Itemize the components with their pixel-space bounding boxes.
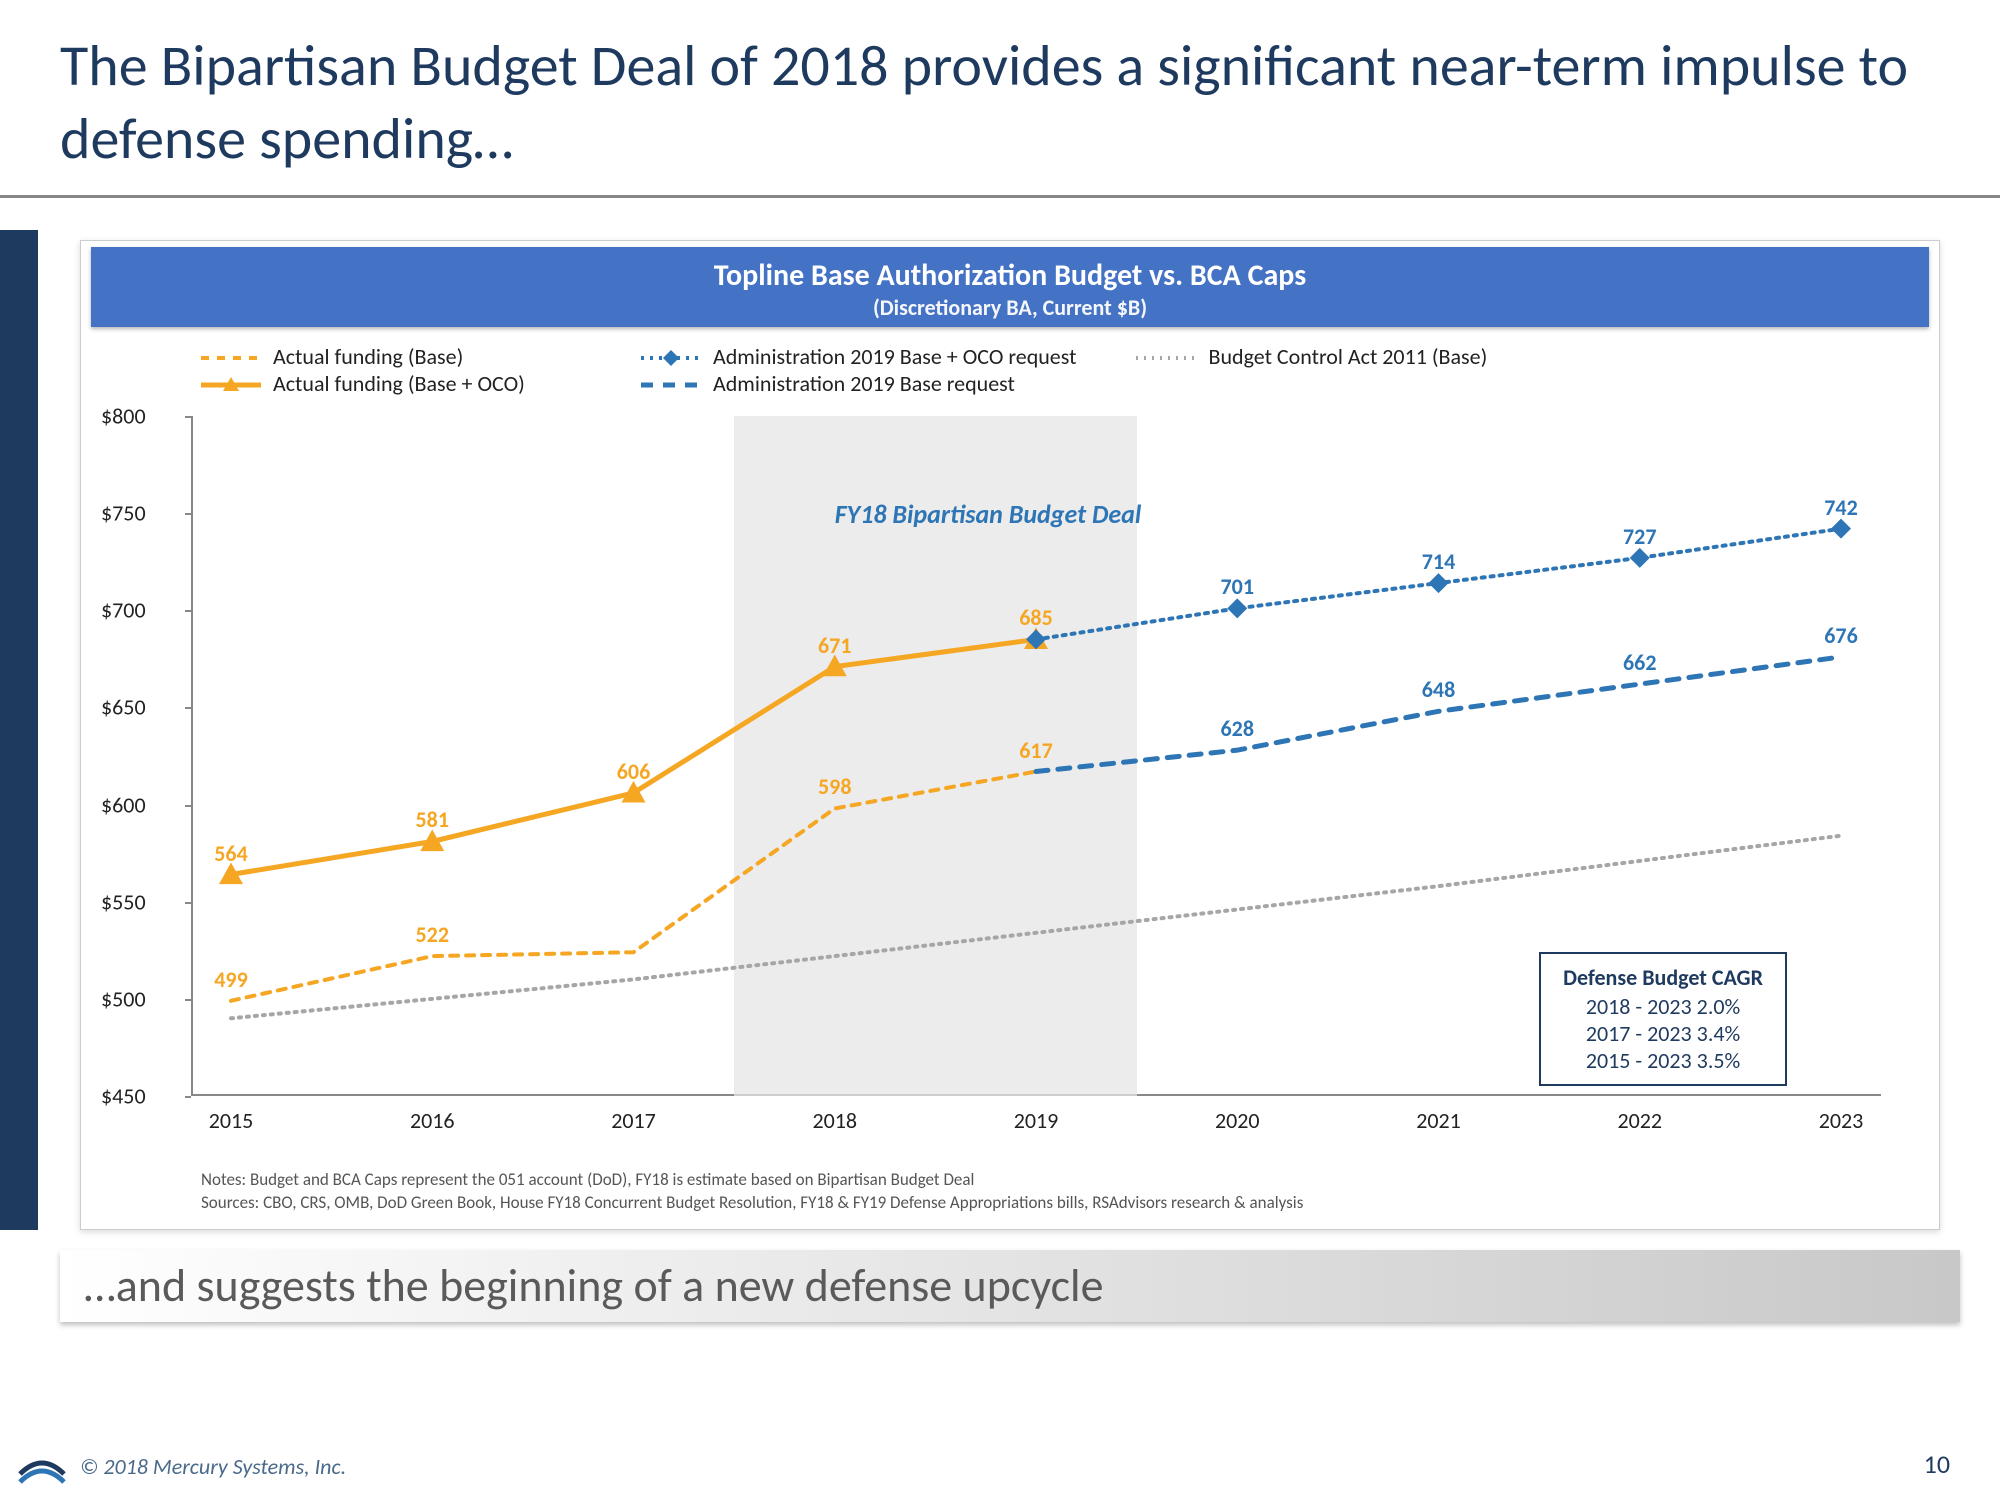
legend-swatch-icon bbox=[201, 347, 261, 367]
cagr-line: 2018 - 2023 2.0% bbox=[1563, 993, 1763, 1020]
y-tick bbox=[185, 707, 191, 709]
legend-swatch-icon bbox=[1136, 347, 1196, 367]
slide-title: The Bipartisan Budget Deal of 2018 provi… bbox=[0, 0, 2000, 195]
x-tick-label: 2023 bbox=[1819, 1107, 1864, 1134]
x-tick-label: 2019 bbox=[1014, 1107, 1059, 1134]
y-tick bbox=[185, 1096, 191, 1098]
x-tick-label: 2015 bbox=[209, 1107, 254, 1134]
y-tick bbox=[185, 805, 191, 807]
marker-admin_base_oco bbox=[1630, 548, 1650, 568]
y-tick-label: $800 bbox=[101, 403, 146, 430]
chart-legend: Actual funding (Base) Administration 2019… bbox=[81, 327, 1939, 397]
x-tick-label: 2016 bbox=[410, 1107, 455, 1134]
legend-label: Administration 2019 Base request bbox=[713, 370, 1015, 397]
chart-title-bar: Topline Base Authorization Budget vs. BC… bbox=[91, 247, 1929, 327]
y-tick-label: $650 bbox=[101, 694, 146, 721]
marker-admin_base_oco bbox=[1831, 519, 1851, 539]
data-label-actual_base: 598 bbox=[818, 773, 851, 800]
x-tick-label: 2020 bbox=[1215, 1107, 1260, 1134]
marker-admin_base_oco bbox=[1429, 573, 1449, 593]
x-tick-label: 2022 bbox=[1617, 1107, 1662, 1134]
data-label-admin_base_oco: 727 bbox=[1623, 523, 1656, 550]
y-tick bbox=[185, 416, 191, 418]
brand-logo-icon bbox=[18, 1444, 66, 1484]
footer-copyright: © 2018 Mercury Systems, Inc. bbox=[80, 1453, 346, 1480]
chart-container: Topline Base Authorization Budget vs. BC… bbox=[80, 240, 1940, 1230]
sidebar-strip bbox=[0, 230, 38, 1230]
data-label-actual_base_oco: 671 bbox=[818, 632, 851, 659]
chart-title-sub: (Discretionary BA, Current $B) bbox=[91, 294, 1929, 321]
series-line-admin_base bbox=[1036, 657, 1841, 772]
chart-notes: Notes: Budget and BCA Caps represent the… bbox=[201, 1169, 1303, 1215]
annotation-budget-deal: FY18 Bipartisan Budget Deal bbox=[835, 498, 1142, 530]
data-label-actual_base: 522 bbox=[416, 921, 449, 948]
chart-title-main: Topline Base Authorization Budget vs. BC… bbox=[91, 257, 1929, 294]
page-number: 10 bbox=[1924, 1448, 1950, 1480]
data-label-admin_base: 628 bbox=[1221, 715, 1254, 742]
y-tick-label: $450 bbox=[101, 1083, 146, 1110]
legend-item-admin_base: Administration 2019 Base request bbox=[641, 370, 1021, 397]
y-tick-label: $750 bbox=[101, 500, 146, 527]
cagr-line: 2015 - 2023 3.5% bbox=[1563, 1047, 1763, 1074]
data-label-actual_base: 617 bbox=[1019, 737, 1052, 764]
data-label-actual_base_oco: 606 bbox=[617, 758, 650, 785]
slide-subtitle-text: …and suggests the beginning of a new def… bbox=[84, 1258, 1103, 1314]
data-label-admin_base_oco: 701 bbox=[1221, 573, 1254, 600]
chart-notes-line1: Notes: Budget and BCA Caps represent the… bbox=[201, 1169, 1303, 1192]
legend-item-actual_base_oco: Actual funding (Base + OCO) bbox=[201, 370, 581, 397]
y-tick bbox=[185, 513, 191, 515]
y-tick-label: $500 bbox=[101, 985, 146, 1012]
legend-swatch-icon bbox=[641, 347, 701, 367]
data-label-admin_base_oco: 714 bbox=[1422, 548, 1455, 575]
y-tick bbox=[185, 902, 191, 904]
data-label-actual_base_oco: 564 bbox=[214, 840, 247, 867]
legend-item-bca_2011: Budget Control Act 2011 (Base) bbox=[1136, 343, 1516, 370]
chart-notes-line2: Sources: CBO, CRS, OMB, DoD Green Book, … bbox=[201, 1192, 1303, 1215]
marker-admin_base_oco bbox=[1227, 598, 1247, 618]
x-tick-label: 2017 bbox=[611, 1107, 656, 1134]
cagr-line: 2017 - 2023 3.4% bbox=[1563, 1020, 1763, 1047]
y-tick bbox=[185, 999, 191, 1001]
data-label-actual_base_oco: 581 bbox=[416, 806, 449, 833]
legend-item-actual_base: Actual funding (Base) bbox=[201, 343, 581, 370]
data-label-admin_base: 648 bbox=[1422, 676, 1455, 703]
data-label-admin_base: 676 bbox=[1824, 622, 1857, 649]
legend-label: Budget Control Act 2011 (Base) bbox=[1208, 343, 1487, 370]
legend-label: Actual funding (Base + OCO) bbox=[273, 370, 525, 397]
data-label-admin_base: 662 bbox=[1623, 649, 1656, 676]
y-tick-label: $700 bbox=[101, 597, 146, 624]
legend-item-admin_base_oco: Administration 2019 Base + OCO request bbox=[641, 343, 1076, 370]
cagr-box: Defense Budget CAGR2018 - 2023 2.0%2017 … bbox=[1539, 952, 1787, 1086]
data-label-actual_base_oco: 685 bbox=[1019, 604, 1052, 631]
legend-swatch-icon bbox=[201, 374, 261, 394]
x-tick-label: 2021 bbox=[1416, 1107, 1461, 1134]
legend-label: Administration 2019 Base + OCO request bbox=[713, 343, 1076, 370]
legend-swatch-icon bbox=[641, 374, 701, 394]
title-divider bbox=[0, 195, 2000, 198]
cagr-head: Defense Budget CAGR bbox=[1563, 964, 1763, 991]
legend-label: Actual funding (Base) bbox=[273, 343, 463, 370]
data-label-actual_base: 499 bbox=[214, 966, 247, 993]
y-tick-label: $550 bbox=[101, 888, 146, 915]
plot-area: $450$500$550$600$650$700$750$80020152016… bbox=[191, 416, 1881, 1096]
y-tick-label: $600 bbox=[101, 791, 146, 818]
y-tick bbox=[185, 610, 191, 612]
series-line-actual_base bbox=[231, 772, 1036, 1001]
x-tick-label: 2018 bbox=[812, 1107, 857, 1134]
data-label-admin_base_oco: 742 bbox=[1824, 494, 1857, 521]
slide-subtitle-banner: …and suggests the beginning of a new def… bbox=[60, 1250, 1960, 1322]
